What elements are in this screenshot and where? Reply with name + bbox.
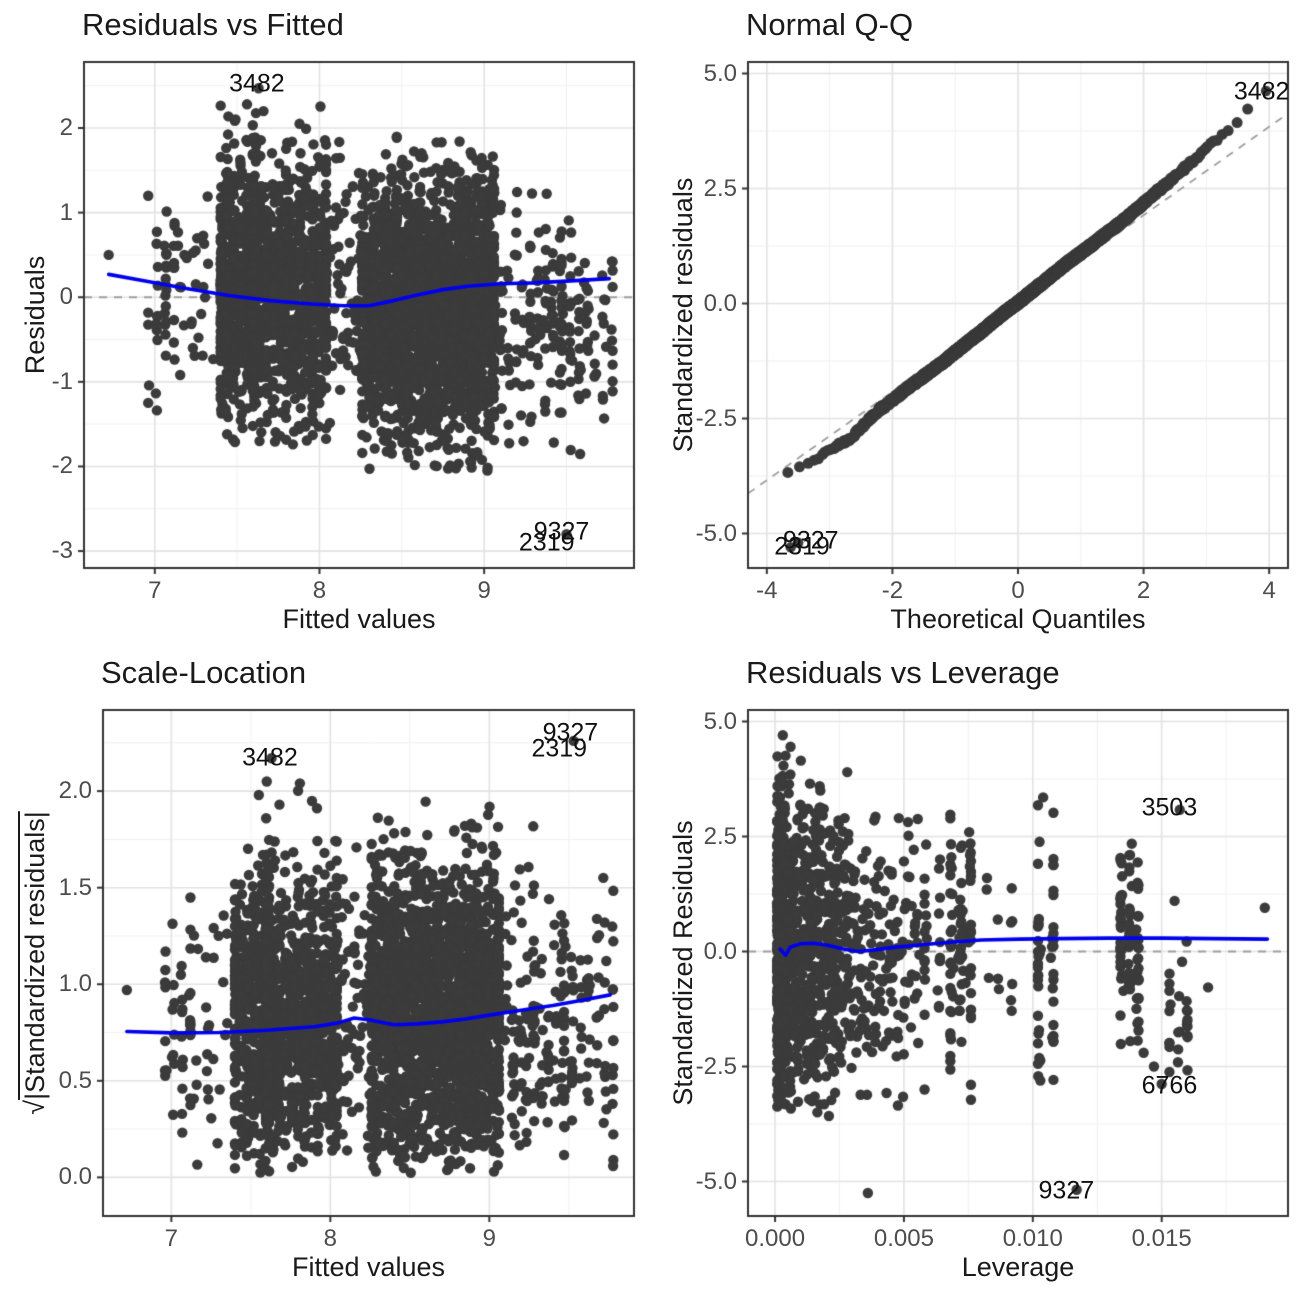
x-axis-label: Fitted values [291,1252,446,1282]
x-tick-label: 8 [323,1225,338,1252]
point-label: 3482 [1233,77,1288,106]
x-tick-label: 8 [312,577,327,604]
y-tick-label: -2.5 [695,404,737,432]
y-tick-label: 1.0 [58,970,92,998]
point-label: 2319 [774,532,830,561]
point-label: 9327 [542,718,599,747]
point-label: 6766 [1141,1071,1198,1100]
tick-labels-layer: -4 -2 0 2 4 5.0 2.5 0.0 -2.5 -5.0 [648,0,1296,648]
point-label: 3482 [242,743,298,772]
point-labels-layer: 3503 6766 9327 [748,710,1288,1216]
plot-canvas-scale-location [0,648,648,1296]
point-label: 9327 [533,517,590,546]
y-tick-label: -2 [51,452,73,480]
y-tick-label: 2.5 [703,822,737,850]
x-axis-label: Theoretical Quantiles [890,604,1146,634]
y-tick-label: 1 [59,198,73,226]
point-label: 9327 [1038,1176,1095,1205]
point-label: 2319 [531,734,588,763]
plot-canvas-normal-qq [648,0,1296,648]
panel-title: Scale-Location [101,655,307,690]
x-axis-label: Fitted values [282,604,436,634]
y-tick-label: -5.0 [695,519,737,547]
panel-title: Residuals vs Leverage [746,655,1060,690]
x-tick-label: 7 [148,577,162,604]
point-labels-layer: 3482 2319 9327 [748,62,1288,568]
x-tick-label: 0.005 [873,1225,934,1252]
y-tick-label: 5.0 [703,59,737,87]
y-tick-label: 0.5 [58,1066,92,1094]
y-tick-label: 0.0 [703,289,737,317]
x-tick-label: 0.000 [745,1225,806,1252]
x-tick-label: 9 [477,577,491,604]
panel-residuals-vs-fitted: Residuals vs Fitted Residuals Fitted val… [0,0,648,648]
y-tick-label: 5.0 [703,707,737,735]
y-tick-label: 0.0 [58,1163,92,1191]
y-tick-label: 2 [59,114,73,141]
y-tick-label: 1.5 [58,873,92,901]
point-label: 3503 [1141,793,1198,822]
point-label: 2319 [518,528,575,557]
y-tick-label: -1 [51,367,73,395]
plot-canvas-residuals-vs-fitted [0,0,648,648]
y-tick-label: 2.5 [703,174,737,202]
y-tick-label: 0 [59,283,73,311]
y-tick-label: -5.0 [695,1167,737,1195]
tick-labels-layer: 7 8 9 2.0 1.5 1.0 0.5 0.0 [0,648,648,1296]
y-tick-label: 0.0 [703,937,737,965]
x-tick-label: 9 [482,1225,496,1252]
panel-residuals-vs-leverage: Residuals vs Leverage Standardized Resid… [648,648,1296,1296]
x-tick-label: 4 [1262,577,1276,604]
x-axis-label: Leverage [961,1252,1075,1282]
y-tick-label: -2.5 [695,1052,737,1080]
point-label: 3482 [229,69,285,98]
tick-labels-layer: 7 8 9 2 1 0 -1 -2 -3 [0,0,648,648]
point-label: 9327 [782,526,839,555]
panel-title: Normal Q-Q [746,7,914,42]
y-tick-label: 2.0 [58,777,92,805]
x-tick-label: -4 [756,577,778,604]
y-tick-label: -3 [51,537,73,565]
plot-canvas-residuals-vs-leverage [648,648,1296,1296]
x-tick-label: -2 [881,577,904,604]
x-tick-label: 0.010 [1002,1225,1063,1252]
panel-normal-qq: Normal Q-Q Standardized residuals Theore… [648,0,1296,648]
x-tick-label: 0.015 [1131,1225,1192,1252]
x-tick-label: 7 [164,1225,179,1252]
point-labels-layer: 3482 2319 9327 [103,710,634,1216]
x-tick-label: 2 [1136,577,1151,604]
tick-labels-layer: 0.000 0.005 0.010 0.015 5.0 2.5 0.0 -2.5 -5.0 [648,648,1296,1296]
panel-title: Residuals vs Fitted [82,7,344,42]
panel-scale-location: Scale-Location √|Standardized residuals|… [0,648,648,1296]
point-labels-layer: 3482 2319 9327 [84,62,634,568]
x-tick-label: 0 [1011,577,1025,604]
